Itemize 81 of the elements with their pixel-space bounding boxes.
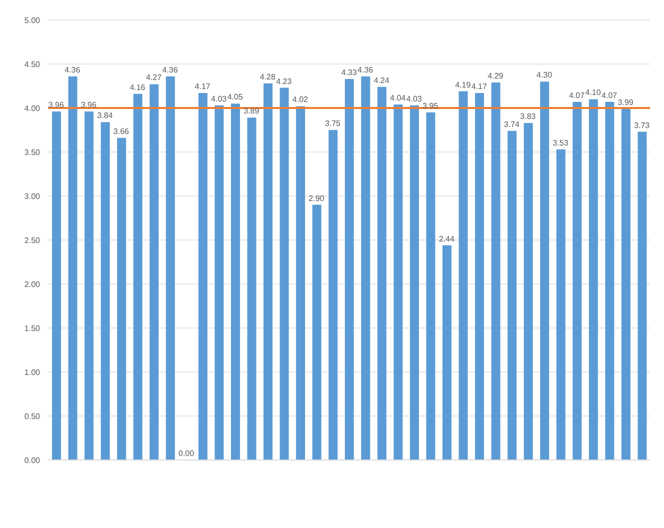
bar <box>524 122 533 460</box>
bar <box>328 130 338 460</box>
data-label: 4.36 <box>162 65 178 74</box>
bar <box>394 104 403 460</box>
bar <box>296 106 306 460</box>
bar <box>133 94 142 460</box>
data-label: 4.10 <box>585 88 602 98</box>
bar <box>280 88 289 460</box>
bar <box>344 78 354 460</box>
data-label: 4.05 <box>227 92 244 102</box>
y-tick-label: 0.00 <box>24 456 41 465</box>
bar <box>230 104 240 460</box>
bar <box>621 108 630 460</box>
data-label: 3.53 <box>552 138 569 148</box>
bar <box>166 76 175 460</box>
bar <box>52 112 61 460</box>
data-label: 4.28 <box>260 72 276 82</box>
bar <box>150 84 159 460</box>
y-tick-label: 4.00 <box>24 104 41 113</box>
data-label: 4.07 <box>602 90 618 100</box>
data-label: 4.03 <box>406 94 422 104</box>
bar <box>540 82 550 460</box>
data-label: 2.44 <box>438 234 455 244</box>
y-tick-label: 4.50 <box>24 60 41 69</box>
data-label: 2.90 <box>308 194 325 203</box>
y-tick-label: 5.00 <box>24 16 41 25</box>
data-label: 3.74 <box>504 120 520 129</box>
bar <box>491 82 500 460</box>
bar <box>84 112 94 460</box>
bar <box>312 204 322 460</box>
bar <box>377 86 386 460</box>
bar <box>100 122 110 460</box>
bar <box>442 245 452 460</box>
bar <box>361 76 370 460</box>
data-label: 4.17 <box>194 82 211 92</box>
bar <box>410 105 419 460</box>
bar <box>556 149 566 460</box>
data-label: 4.27 <box>146 73 162 82</box>
y-tick-label: 2.50 <box>24 236 41 245</box>
y-tick-label: 1.00 <box>24 368 41 377</box>
data-label: 3.89 <box>244 106 260 116</box>
data-label: 4.17 <box>471 82 488 92</box>
data-label: 4.19 <box>455 80 472 90</box>
data-label: 4.07 <box>568 90 586 100</box>
y-tick-label: 1.50 <box>24 324 41 333</box>
bar <box>426 112 436 460</box>
bar <box>247 118 256 460</box>
y-tick-label: 3.00 <box>24 192 41 201</box>
bar <box>588 99 598 460</box>
bar <box>638 132 647 460</box>
data-label: 3.83 <box>520 112 536 121</box>
y-tick-label: 2.00 <box>24 280 41 289</box>
data-label: 4.36 <box>357 65 374 74</box>
data-label: 4.36 <box>64 65 81 74</box>
bar <box>264 83 273 460</box>
bar <box>68 76 78 460</box>
data-label: 4.03 <box>211 94 228 104</box>
data-label: 3.73 <box>634 120 650 130</box>
bar <box>475 93 484 460</box>
data-label: 4.02 <box>292 95 309 104</box>
bar <box>458 91 468 460</box>
data-label: 4.29 <box>488 71 504 80</box>
bar <box>214 105 224 460</box>
y-tick-label: 0.50 <box>24 412 41 421</box>
data-label: 3.84 <box>97 111 114 120</box>
data-label: 0.00 <box>178 449 195 458</box>
data-label: 3.66 <box>113 126 130 136</box>
data-label: 3.75 <box>324 119 342 128</box>
data-label: 4.24 <box>374 76 390 85</box>
data-label: 4.33 <box>341 68 358 77</box>
y-tick-label: 3.50 <box>24 148 41 157</box>
data-label: 3.99 <box>618 98 634 107</box>
bar <box>605 102 614 460</box>
bar <box>198 93 208 460</box>
bar <box>117 138 126 460</box>
bar <box>572 102 582 460</box>
data-label: 4.23 <box>276 76 292 86</box>
data-label: 4.16 <box>130 82 146 92</box>
data-label: 4.04 <box>390 93 406 102</box>
bar <box>508 130 517 460</box>
data-label: 4.30 <box>536 70 553 80</box>
